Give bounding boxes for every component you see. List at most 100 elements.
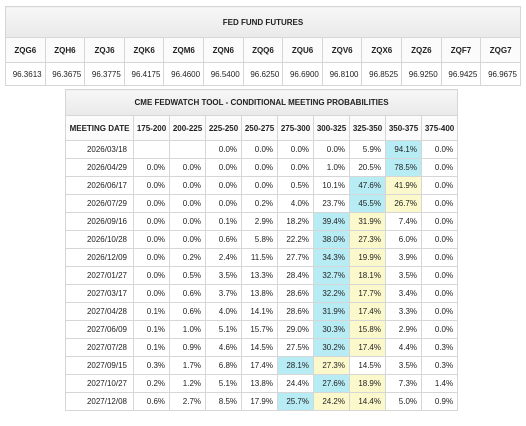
- probability-cell: 0.6%: [133, 392, 170, 411]
- probability-cell: 27.3%: [313, 356, 350, 375]
- probability-cell: 0.0%: [420, 212, 459, 231]
- probability-cell: 26.7%: [385, 194, 422, 213]
- probability-cell: 0.6%: [169, 302, 206, 321]
- futures-contract-zqx6: ZQX6: [361, 37, 403, 63]
- probability-cell: 0.9%: [420, 392, 459, 411]
- futures-price-zqg7: 96.9675: [480, 62, 521, 86]
- meeting-date: 2027/03/17: [65, 284, 134, 303]
- probability-cell: 0.0%: [133, 176, 170, 195]
- probability-cell: 8.5%: [205, 392, 242, 411]
- futures-header-row: ZQG6 ZQH6 ZQJ6 ZQK6 ZQM6 ZQN6 ZQQ6 ZQU6 ZQV6 ZQX6…: [5, 37, 521, 63]
- probability-cell: 0.1%: [133, 302, 170, 321]
- probability-cell: 0.0%: [420, 284, 459, 303]
- column-header-300-325: 300-325: [313, 115, 350, 141]
- probability-cell: 0.9%: [169, 338, 206, 357]
- probability-cell: 39.4%: [313, 212, 350, 231]
- meeting-date: 2026/04/29: [65, 158, 134, 177]
- probability-cell: 78.5%: [385, 158, 422, 177]
- futures-price-zqj6: 96.3775: [84, 62, 125, 86]
- column-header-350-375: 350-375: [385, 115, 422, 141]
- table-row: 2027/03/17 0.0% 0.6% 3.7% 13.8% 28.6% 32.2% 17.…: [65, 284, 459, 303]
- futures-contract-zqu6: ZQU6: [282, 37, 323, 63]
- probability-cell: 6.8%: [205, 356, 242, 375]
- probability-cell: 0.0%: [205, 140, 242, 159]
- probability-cell: 0.0%: [420, 248, 459, 267]
- meeting-date: 2027/12/08: [65, 392, 134, 411]
- probability-cell: 14.5%: [241, 338, 278, 357]
- probability-cell: 28.4%: [277, 266, 314, 285]
- probability-cell: 1.2%: [169, 374, 206, 393]
- probability-cell: 5.8%: [241, 230, 278, 249]
- probability-cell: 0.0%: [277, 140, 314, 159]
- probability-cell: 29.0%: [277, 320, 314, 339]
- column-header-175-200: 175-200: [133, 115, 170, 141]
- probability-cell: 6.0%: [385, 230, 422, 249]
- probability-cell: 0.0%: [169, 230, 206, 249]
- table-row: 2027/07/28 0.1% 0.9% 4.6% 14.5% 27.5% 30.2% 17.…: [65, 338, 459, 357]
- futures-contract-zqf7: ZQF7: [440, 37, 482, 63]
- futures-contract-zqj6: ZQJ6: [84, 37, 125, 63]
- probability-cell: 27.7%: [277, 248, 314, 267]
- probability-cell: 0.2%: [169, 248, 206, 267]
- probability-cell: 28.6%: [277, 302, 314, 321]
- probability-cell: 3.3%: [385, 302, 422, 321]
- probability-cell: 0.0%: [133, 266, 170, 285]
- probability-cell: 0.0%: [133, 230, 170, 249]
- probability-cell: 3.9%: [385, 248, 422, 267]
- probability-cell: 13.8%: [241, 374, 278, 393]
- probability-cell: 18.9%: [349, 374, 386, 393]
- meeting-date: 2027/06/09: [65, 320, 134, 339]
- probability-cell: 30.3%: [313, 320, 350, 339]
- futures-price-zqk6: 96.4175: [123, 62, 165, 86]
- probability-cell: 32.7%: [313, 266, 350, 285]
- fed-fund-futures-table: FED FUND FUTURES ZQG6 ZQH6 ZQJ6 ZQK6 ZQM6 ZQN…: [5, 6, 521, 86]
- probability-cell: 27.5%: [277, 338, 314, 357]
- table-row: 2026/04/29 0.0% 0.0% 0.0% 0.0% 0.0% 1.0% 20.5% 7…: [65, 158, 459, 177]
- column-header-200-225: 200-225: [169, 115, 206, 141]
- table-row: 2026/12/09 0.0% 0.2% 2.4% 11.5% 27.7% 34.3% 19.…: [65, 248, 459, 267]
- probability-cell: 0.0%: [420, 176, 459, 195]
- probability-cell: 0.0%: [420, 194, 459, 213]
- probability-cell: 13.8%: [241, 284, 278, 303]
- probability-cell: 28.1%: [277, 356, 314, 375]
- probability-cell: 0.1%: [133, 338, 170, 357]
- probability-cell: 0.0%: [420, 320, 459, 339]
- probability-cell: 0.0%: [313, 140, 350, 159]
- probability-cell: 25.7%: [277, 392, 314, 411]
- probability-cell: 0.0%: [133, 158, 170, 177]
- probability-cell: 0.2%: [241, 194, 278, 213]
- probability-cell: 0.3%: [420, 338, 459, 357]
- futures-contract-zqq6: ZQQ6: [242, 37, 284, 63]
- table-row: 2026/06/17 0.0% 0.0% 0.0% 0.0% 0.5% 10.1% 47.6%…: [65, 176, 459, 195]
- meeting-date: 2026/07/29: [65, 194, 134, 213]
- probability-cell: 3.5%: [385, 266, 422, 285]
- probability-cell: 3.4%: [385, 284, 422, 303]
- probability-cell: 20.5%: [349, 158, 386, 177]
- probability-cell: 0.0%: [133, 212, 170, 231]
- probability-cell: 0.0%: [169, 176, 206, 195]
- column-header-375-400: 375-400: [420, 115, 459, 141]
- probability-cell: 13.3%: [241, 266, 278, 285]
- probability-cell: 0.0%: [420, 302, 459, 321]
- probability-cell: 1.0%: [313, 158, 350, 177]
- probability-cell: 5.9%: [349, 140, 386, 159]
- probability-cell: 24.4%: [277, 374, 314, 393]
- probability-cell: 0.6%: [169, 284, 206, 303]
- futures-contract-zqn6: ZQN6: [203, 37, 244, 63]
- probability-cell: 0.0%: [420, 266, 459, 285]
- probability-cell: 7.3%: [385, 374, 422, 393]
- probability-cell: 10.1%: [313, 176, 350, 195]
- probability-cell: 0.0%: [205, 194, 242, 213]
- probability-cell: 0.0%: [277, 158, 314, 177]
- futures-price-zqz6: 96.9250: [401, 62, 442, 86]
- probability-cell: 23.7%: [313, 194, 350, 213]
- table-row: 2026/10/28 0.0% 0.0% 0.6% 5.8% 22.2% 38.0% 27.3…: [65, 230, 459, 249]
- probability-cell: 1.0%: [169, 320, 206, 339]
- meeting-date: 2027/09/15: [65, 356, 134, 375]
- probability-cell: 18.2%: [277, 212, 314, 231]
- probability-cell: 3.5%: [205, 266, 242, 285]
- probability-cell: 30.2%: [313, 338, 350, 357]
- meeting-date: 2026/09/16: [65, 212, 134, 231]
- probability-cell: 0.0%: [241, 176, 278, 195]
- futures-contract-zqh6: ZQH6: [44, 37, 86, 63]
